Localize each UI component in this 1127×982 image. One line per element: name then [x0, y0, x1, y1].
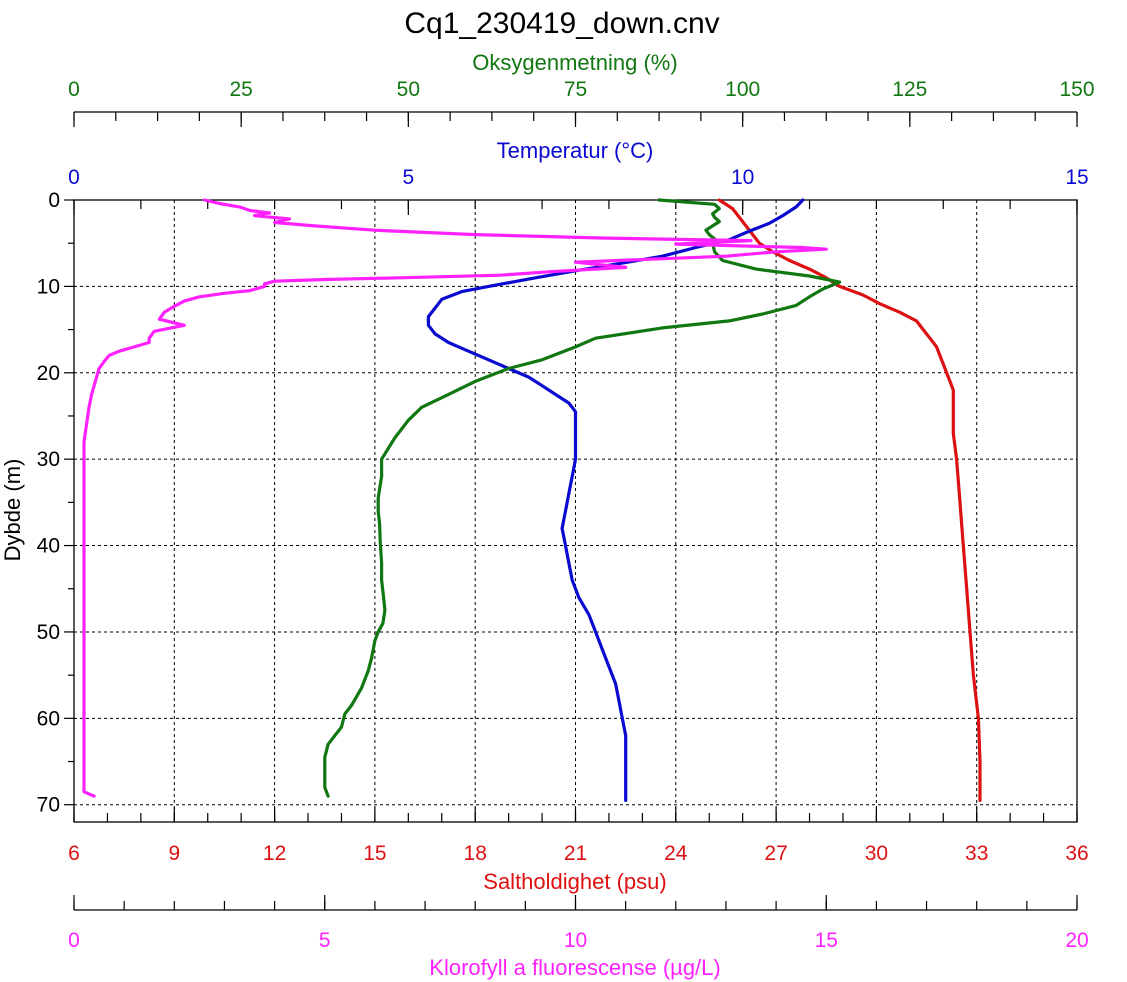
chlorophyll-tick-label: 15: [815, 929, 838, 952]
salinity-axis-label: Saltholdighet (psu): [483, 869, 666, 894]
salinity-tick-label: 24: [664, 842, 688, 865]
depth-tick-label: 40: [37, 535, 60, 558]
depth-axis-label: Dybde (m): [0, 459, 25, 562]
oxygen-tick-label: 75: [564, 78, 587, 101]
temperature-tick-label: 15: [1065, 166, 1088, 189]
salinity-tick-label: 33: [965, 842, 988, 865]
oxygen-tick-label: 125: [892, 78, 927, 101]
depth-tick-label: 20: [37, 362, 60, 385]
depth-tick-label: 0: [48, 189, 60, 212]
chlorophyll-tick-label: 10: [564, 929, 587, 952]
oxygen-tick-label: 100: [725, 78, 760, 101]
oxygen-tick-label: 50: [397, 78, 420, 101]
oxygen-tick-label: 150: [1059, 78, 1094, 101]
chlorophyll-tick-label: 20: [1065, 929, 1088, 952]
temperature-tick-label: 0: [68, 166, 80, 189]
depth-tick-label: 10: [37, 275, 60, 298]
chlorophyll-axis-label: Klorofyll a fluorescense (µg/L): [429, 955, 720, 980]
salinity-series-line: [717, 198, 982, 802]
salinity-tick-label: 18: [464, 842, 487, 865]
oxygen-tick-label: 0: [68, 78, 80, 101]
depth-tick-label: 30: [37, 448, 60, 471]
salinity-tick-label: 6: [68, 842, 80, 865]
chlorophyll-tick-label: 5: [319, 929, 331, 952]
temperature-tick-label: 10: [731, 166, 754, 189]
oxygen-tick-label: 25: [229, 78, 252, 101]
salinity-tick-label: 15: [363, 842, 386, 865]
oxygen-axis-label: Oksygenmetning (%): [472, 50, 677, 75]
temperature-tick-label: 5: [402, 166, 414, 189]
chlorophyll-series-line: [82, 198, 828, 798]
depth-tick-label: 70: [37, 794, 60, 817]
oxygen-series-line: [323, 198, 842, 798]
chart-title: Cq1_230419_down.cnv: [404, 7, 719, 40]
salinity-tick-label: 36: [1065, 842, 1088, 865]
salinity-tick-label: 27: [764, 842, 787, 865]
salinity-tick-label: 12: [263, 842, 286, 865]
salinity-tick-label: 9: [168, 842, 180, 865]
chlorophyll-tick-label: 0: [68, 929, 80, 952]
series-layer: [82, 198, 982, 802]
temperature-axis-label: Temperatur (°C): [497, 138, 654, 163]
depth-tick-label: 50: [37, 621, 60, 644]
temperature-series-line: [426, 198, 805, 802]
salinity-tick-label: 30: [865, 842, 888, 865]
depth-tick-label: 60: [37, 707, 60, 730]
salinity-tick-label: 21: [564, 842, 587, 865]
grid-layer: [74, 200, 1077, 822]
